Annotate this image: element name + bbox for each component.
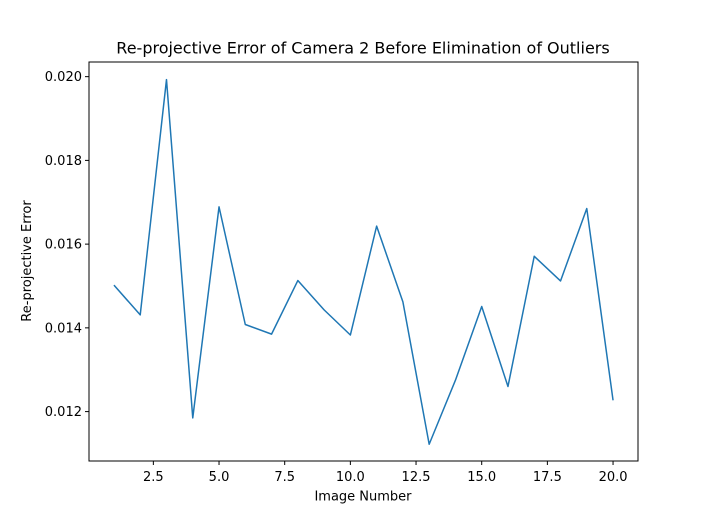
x-axis-label: Image Number [314,490,412,505]
x-tick-label: 10.0 [336,470,365,485]
y-tick-label: 0.016 [45,238,82,253]
series-line-0 [113,78,614,445]
y-axis-label: Re-projective Error [20,200,35,322]
x-tick-label: 20.0 [599,470,628,485]
x-tick-label: 15.0 [467,470,496,485]
y-axis: 0.012 0.014 0.016 0.018 0.020 [45,70,89,420]
plot-frame [88,61,639,462]
y-tick-label: 0.020 [45,70,82,85]
chart-title: Re-projective Error of Camera 2 Before E… [116,39,609,58]
y-tick-label: 0.018 [45,154,82,169]
y-tick-label: 0.012 [45,405,82,420]
x-tick-label: 7.5 [274,470,295,485]
plot-area [113,78,614,445]
y-tick-label: 0.014 [45,321,82,336]
x-tick-label: 17.5 [533,470,562,485]
x-tick-label: 12.5 [402,470,431,485]
x-tick-label: 5.0 [209,470,230,485]
x-tick-label: 2.5 [143,470,164,485]
x-axis: 2.5 5.0 7.5 10.0 12.5 15.0 17.5 20.0 [143,461,628,485]
